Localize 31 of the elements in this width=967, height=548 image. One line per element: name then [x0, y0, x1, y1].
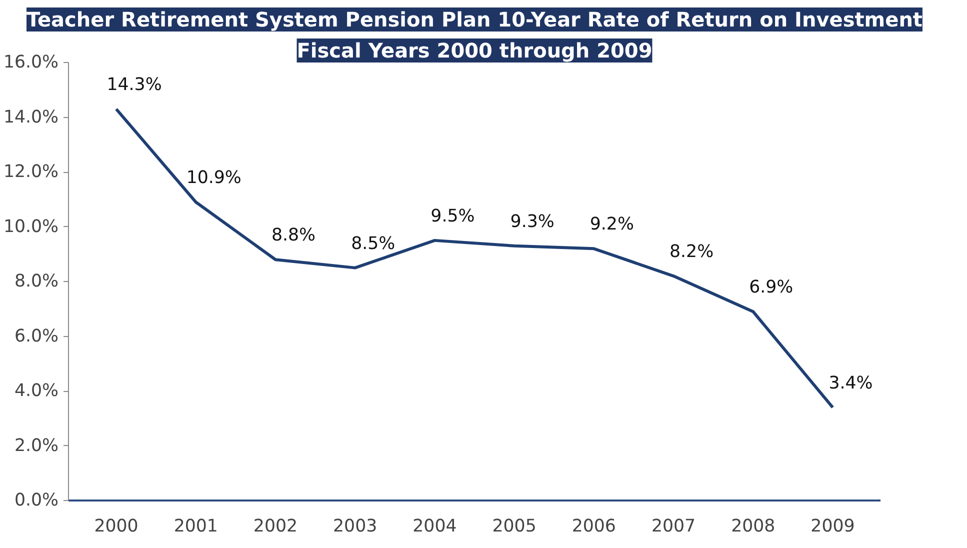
x-tick-label: 2007: [651, 516, 696, 536]
y-tick-label: 12.0%: [3, 162, 59, 182]
x-tick-label: 2005: [492, 516, 536, 536]
x-tick-label: 2000: [94, 516, 138, 536]
y-tick-label: 16.0%: [3, 52, 59, 72]
data-label: 14.3%: [106, 75, 162, 96]
y-tick-label: 0.0%: [14, 490, 59, 510]
y-tick-label: 8.0%: [14, 272, 59, 292]
data-label: 9.2%: [590, 214, 634, 235]
data-label: 8.2%: [670, 242, 714, 262]
chart-title: Teacher Retirement System Pension Plan 10-Year Rate of Return on Investment: [26, 8, 923, 32]
y-tick-label: 6.0%: [14, 326, 59, 346]
data-label: 10.9%: [186, 168, 242, 188]
x-tick-label: 2001: [174, 516, 218, 536]
x-tick-label: 2002: [253, 516, 298, 536]
y-tick-label: 14.0%: [3, 107, 59, 128]
data-label: 9.5%: [430, 206, 475, 226]
y-tick-label: 10.0%: [3, 216, 59, 237]
data-label: 8.5%: [351, 234, 396, 254]
y-tick-label: 2.0%: [14, 436, 59, 456]
data-label: 9.3%: [510, 212, 554, 232]
x-tick-label: 2003: [333, 516, 378, 536]
chart-subtitle: Fiscal Years 2000 through 2009: [296, 38, 652, 62]
x-tick-label: 2004: [412, 516, 457, 536]
x-tick-label: 2006: [572, 516, 616, 536]
data-label: 3.4%: [828, 373, 873, 394]
y-tick-label: 4.0%: [14, 381, 59, 401]
x-tick-label: 2008: [731, 516, 776, 536]
x-tick-label: 2009: [810, 516, 855, 536]
data-label: 8.8%: [271, 226, 316, 246]
data-label: 6.9%: [749, 278, 794, 298]
